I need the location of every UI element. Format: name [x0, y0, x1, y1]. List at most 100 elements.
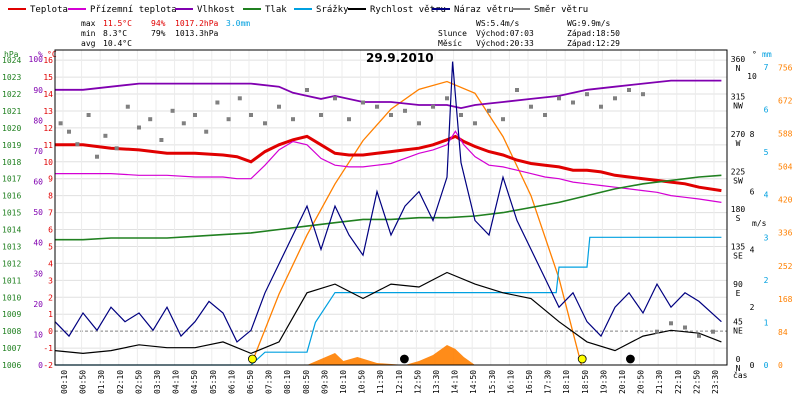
- x-tick-6: 04:10: [172, 370, 181, 394]
- direction-point-0: [58, 121, 63, 126]
- series-0: [55, 134, 722, 193]
- direction-point-49: [683, 325, 687, 330]
- humidity-tick-80: 80: [33, 116, 43, 125]
- x-axis-label: čas: [733, 370, 748, 380]
- moon-rise: Východ:20:33: [476, 39, 534, 48]
- x-tick-16: 10:50: [358, 370, 367, 394]
- direction-tick-270: 270: [731, 130, 746, 139]
- temperature-tick-5: 5: [48, 242, 53, 251]
- legend-label-1: Přízemní teplota: [90, 5, 177, 15]
- legend-label-0: Teplota: [30, 5, 68, 15]
- legend-label-2: Vlhkost: [197, 5, 235, 15]
- x-tick-9: 06:10: [227, 370, 236, 394]
- temperature-tick--1: -1: [43, 344, 53, 353]
- direction-tick-360: 360: [731, 55, 746, 64]
- x-tick-13: 08:50: [302, 370, 311, 394]
- wind-tick-0: 0: [750, 361, 755, 370]
- direction-point-39: [543, 113, 547, 117]
- x-tick-29: 19:30: [599, 370, 608, 394]
- direction-point-16: [226, 117, 231, 122]
- pressure-unit: hPa: [4, 50, 19, 59]
- rain-unit: mm: [762, 50, 772, 59]
- pressure-tick-1009: 1009: [2, 310, 21, 319]
- x-tick-10: 06:50: [246, 370, 255, 394]
- pressure-tick-1020: 1020: [2, 124, 21, 133]
- humidity-tick-20: 20: [33, 300, 43, 309]
- direction-point-22: [305, 88, 309, 92]
- x-tick-30: 20:10: [618, 370, 627, 394]
- temperature-tick-8: 8: [48, 192, 53, 201]
- wind-tick-6: 6: [750, 188, 755, 197]
- temperature-tick-2: 2: [48, 293, 53, 302]
- series-3: [55, 174, 722, 241]
- humidity-tick-50: 50: [33, 208, 43, 217]
- direction-point-2: [75, 142, 80, 147]
- direction-tick-315: 315: [731, 93, 746, 102]
- series-rain-rate: [307, 345, 475, 365]
- stat-max-temp: 11.5°C: [103, 19, 132, 28]
- direction-point-23: [319, 113, 323, 117]
- x-tick-1: 00:50: [79, 370, 88, 394]
- direction-point-6: [114, 146, 119, 151]
- x-tick-17: 11:30: [376, 370, 385, 394]
- pressure-tick-1024: 1024: [2, 56, 21, 65]
- radiation-tick-672: 672: [778, 96, 793, 105]
- x-tick-7: 04:50: [190, 370, 199, 394]
- pressure-tick-1008: 1008: [2, 327, 21, 336]
- direction-point-8: [137, 125, 141, 130]
- direction-point-31: [431, 104, 435, 109]
- series-2: [55, 79, 722, 110]
- direction-point-29: [403, 108, 407, 113]
- direction-point-20: [277, 104, 281, 109]
- legend: Teplota Přízemní teplota Vlhkost Tlak Srážky…: [8, 5, 588, 15]
- stat-min-temp: 8.3°C: [103, 29, 127, 38]
- pressure-tick-1023: 1023: [2, 73, 21, 82]
- direction-point-36: [501, 117, 505, 122]
- direction-tick-45: 45: [733, 318, 743, 327]
- legend-label-3: Tlak: [265, 5, 287, 15]
- moonset-marker: [399, 354, 409, 364]
- chart-title: 29.9.2010: [366, 51, 434, 65]
- direction-point-18: [249, 113, 253, 117]
- direction-point-42: [585, 92, 589, 97]
- radiation-tick-588: 588: [778, 129, 793, 138]
- direction-point-1: [67, 129, 71, 134]
- x-tick-4: 02:50: [134, 370, 143, 394]
- direction-point-21: [291, 117, 295, 122]
- x-tick-3: 02:10: [116, 370, 125, 394]
- pressure-tick-1015: 1015: [2, 209, 21, 218]
- x-tick-5: 03:30: [153, 370, 162, 394]
- direction-point-19: [263, 121, 267, 126]
- direction-tick-90: 90: [733, 280, 743, 289]
- direction-point-28: [389, 113, 393, 117]
- temperature-tick-7: 7: [48, 209, 53, 218]
- direction-point-10: [159, 138, 164, 142]
- direction-label-90: E: [736, 289, 741, 298]
- direction-point-46: [641, 92, 645, 97]
- x-tick-21: 14:10: [451, 370, 460, 394]
- humidity-tick-40: 40: [33, 239, 43, 248]
- x-tick-32: 21:30: [655, 370, 664, 394]
- direction-point-4: [95, 154, 99, 159]
- temperature-tick--2: -2: [43, 361, 53, 370]
- pressure-tick-1018: 1018: [2, 158, 21, 167]
- direction-label-315: NW: [733, 102, 743, 111]
- series-4: [55, 236, 722, 366]
- legend-label-6: Náraz větru: [454, 5, 514, 15]
- series-5: [54, 271, 722, 355]
- moon-label: Měsíc: [438, 39, 462, 48]
- x-tick-33: 22:10: [674, 370, 683, 394]
- pressure-tick-1016: 1016: [2, 192, 21, 201]
- temperature-unit: °C: [47, 50, 57, 59]
- stat-min-hum: 79%: [151, 29, 166, 38]
- stat-min-press: 1013.3hPa: [175, 29, 219, 38]
- x-tick-18: 12:10: [395, 370, 404, 394]
- x-tick-0: 00:10: [60, 370, 69, 394]
- stat-max-press: 1017.2hPa: [175, 19, 219, 28]
- direction-point-37: [515, 88, 519, 92]
- wind-tick-4: 4: [750, 245, 755, 254]
- direction-point-11: [170, 108, 175, 113]
- x-tick-12: 08:10: [283, 370, 292, 394]
- direction-tick-225: 225: [731, 168, 746, 177]
